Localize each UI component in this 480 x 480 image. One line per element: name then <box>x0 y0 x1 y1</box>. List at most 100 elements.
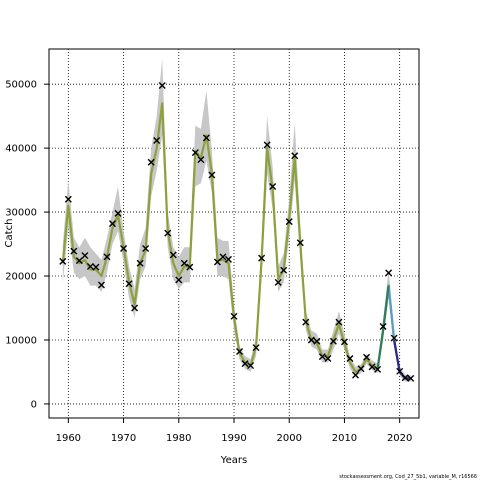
observed-point <box>346 355 354 363</box>
observed-point-stroke <box>114 209 122 217</box>
observed-point-stroke <box>208 171 216 179</box>
observed-point <box>385 269 393 277</box>
observed-point <box>407 374 415 382</box>
observed-point <box>92 263 100 271</box>
observed-point <box>109 220 117 228</box>
observed-point-stroke <box>158 81 166 89</box>
observed-point-stroke <box>75 257 83 265</box>
observed-point <box>357 365 365 373</box>
y-tick-label: 50000 <box>5 80 37 91</box>
observed-point-stroke <box>241 360 249 368</box>
observed-point-stroke <box>258 254 266 262</box>
observed-point-stroke <box>346 355 354 363</box>
observed-point-stroke <box>390 334 398 342</box>
observed-point-stroke <box>247 362 255 370</box>
x-tick-label: 1960 <box>56 433 81 444</box>
observed-point <box>313 337 321 345</box>
observed-point-stroke <box>202 134 210 142</box>
observed-point <box>131 304 139 312</box>
observed-point <box>153 136 161 144</box>
observed-point-stroke <box>351 371 359 379</box>
observed-point-stroke <box>307 336 315 344</box>
observed-point-stroke <box>64 195 72 203</box>
observed-point <box>230 312 238 320</box>
observed-point-stroke <box>103 253 111 261</box>
observed-point <box>291 152 299 160</box>
observed-point <box>136 259 144 267</box>
x-axis-ticks: 1960 1970 1980 1990 2000 2010 2020 <box>56 418 412 444</box>
observed-point-stroke <box>131 304 139 312</box>
observed-point <box>59 257 67 265</box>
observed-point <box>236 347 244 355</box>
observed-point-stroke <box>97 281 105 289</box>
observed-point-stroke <box>280 266 288 274</box>
observed-point-stroke <box>180 259 188 267</box>
observed-point-stroke <box>274 278 282 286</box>
observed-point <box>64 195 72 203</box>
observed-point <box>97 281 105 289</box>
y-tick-label: 20000 <box>5 272 37 283</box>
observed-point-stroke <box>147 158 155 166</box>
observed-point-stroke <box>252 344 260 352</box>
observed-point-stroke <box>236 347 244 355</box>
observed-point <box>213 258 221 266</box>
observed-point-stroke <box>86 262 94 270</box>
observed-point-stroke <box>142 245 150 253</box>
y-tick-label: 10000 <box>5 335 37 346</box>
observed-point <box>324 355 332 363</box>
observed-point <box>103 253 111 261</box>
observed-point-stroke <box>125 280 133 288</box>
x-tick-label: 2000 <box>276 433 301 444</box>
observed-point-stroke <box>324 355 332 363</box>
observed-point <box>374 365 382 373</box>
observed-point <box>247 362 255 370</box>
observed-point-stroke <box>230 312 238 320</box>
observed-point <box>175 276 183 284</box>
x-tick-label: 2020 <box>387 433 412 444</box>
fit-line-layer <box>61 102 411 380</box>
observed-point <box>258 254 266 262</box>
observed-point <box>363 353 371 361</box>
observed-point-stroke <box>363 353 371 361</box>
x-tick-label: 1980 <box>166 433 191 444</box>
observed-point-stroke <box>296 239 304 247</box>
observed-point-stroke <box>340 338 348 346</box>
observed-point-stroke <box>302 318 310 326</box>
observed-point <box>401 374 409 382</box>
observed-point <box>197 156 205 164</box>
observed-point <box>224 255 232 263</box>
observed-point <box>396 367 404 375</box>
observed-point <box>296 239 304 247</box>
observed-point-stroke <box>379 323 387 331</box>
y-tick-label: 40000 <box>5 144 37 155</box>
observed-point-stroke <box>120 245 128 253</box>
observed-point-stroke <box>407 374 415 382</box>
observed-point <box>335 318 343 326</box>
observed-point <box>147 158 155 166</box>
observed-point-stroke <box>335 318 343 326</box>
observed-point-stroke <box>224 255 232 263</box>
observed-point <box>340 338 348 346</box>
observed-point <box>274 278 282 286</box>
observed-point-stroke <box>169 251 177 259</box>
observed-point-stroke <box>219 253 227 261</box>
credit-text: stockassessment.org, Cod_27_5b1, variabl… <box>339 474 477 480</box>
observed-point-stroke <box>136 259 144 267</box>
observed-point-stroke <box>164 229 172 237</box>
observed-point <box>307 336 315 344</box>
observed-point <box>191 149 199 157</box>
observed-point <box>351 371 359 379</box>
observed-point-stroke <box>70 247 78 255</box>
observed-point <box>390 334 398 342</box>
observed-point <box>202 134 210 142</box>
observed-point <box>86 262 94 270</box>
observed-point <box>70 247 78 255</box>
y-tick-label: 0 <box>31 399 37 410</box>
observed-point <box>219 253 227 261</box>
observed-point-stroke <box>263 141 271 149</box>
observed-point <box>280 266 288 274</box>
observed-point-stroke <box>191 149 199 157</box>
y-axis-title: Catch <box>4 219 15 248</box>
observed-point <box>241 360 249 368</box>
observed-point <box>186 263 194 271</box>
